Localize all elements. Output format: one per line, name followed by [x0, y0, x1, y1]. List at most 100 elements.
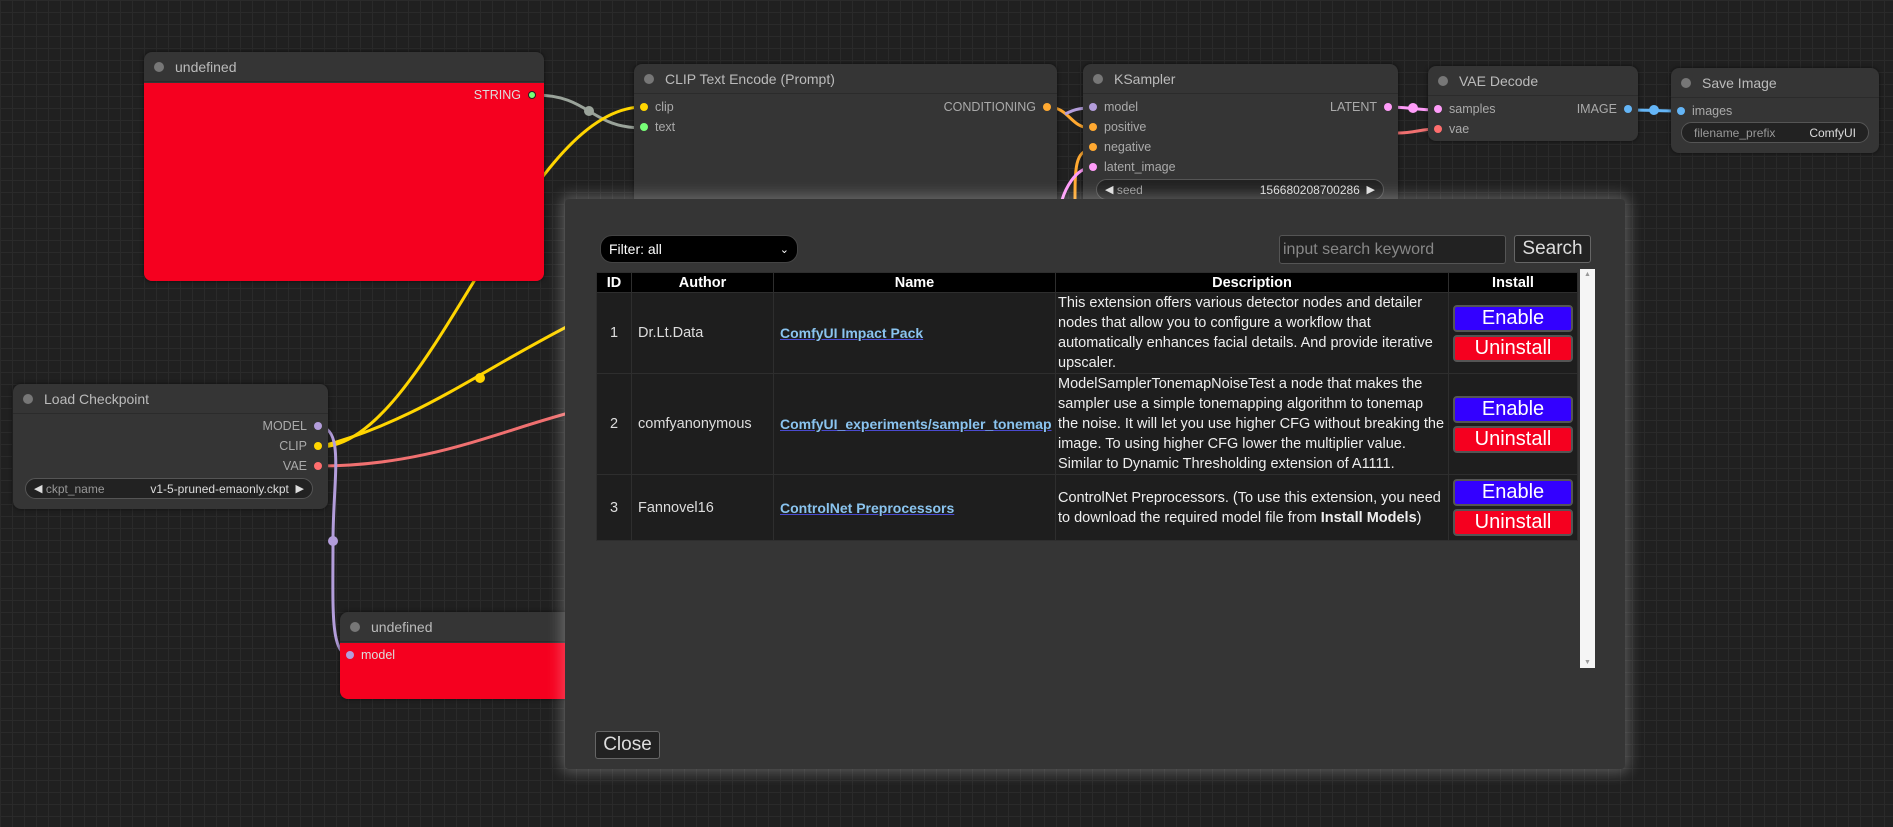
table-scrollbar[interactable]: ▲ ▼	[1580, 269, 1595, 668]
decrement-arrow-icon[interactable]: ◀	[34, 483, 43, 495]
input-model[interactable]: model	[346, 648, 395, 662]
widget-value: 156680208700286	[1259, 182, 1360, 197]
node-header: undefined	[340, 612, 600, 642]
ckpt-name-widget[interactable]: ◀ ckpt_name v1-5-pruned-emaonly.ckpt ▶	[25, 478, 313, 499]
output-string[interactable]: STRING	[474, 88, 536, 102]
filter-select[interactable]: Filter: all ⌄	[600, 235, 798, 263]
input-latent-image[interactable]: latent_image	[1089, 160, 1176, 174]
collapse-dot-icon[interactable]	[644, 73, 654, 84]
input-model[interactable]: model	[1089, 100, 1138, 114]
input-text[interactable]: text	[640, 120, 675, 134]
slot-dot-icon[interactable]	[528, 91, 536, 99]
widget-label: ckpt_name	[45, 481, 105, 496]
slot-dot-icon[interactable]	[314, 462, 322, 470]
filter-value: Filter: all	[609, 241, 662, 257]
output-vae[interactable]: VAE	[283, 459, 322, 473]
node-undefined-bottom[interactable]: undefined model	[340, 612, 600, 699]
node-title: Save Image	[1702, 74, 1777, 91]
close-button[interactable]: Close	[595, 731, 660, 759]
node-vae-decode[interactable]: VAE Decode samples vae IMAGE	[1428, 66, 1638, 141]
output-model[interactable]: MODEL	[263, 419, 322, 433]
output-latent[interactable]: LATENT	[1330, 100, 1392, 114]
slot-label: LATENT	[1330, 100, 1377, 114]
output-conditioning[interactable]: CONDITIONING	[944, 100, 1051, 114]
slot-dot-icon[interactable]	[1384, 103, 1392, 111]
input-positive[interactable]: positive	[1089, 120, 1146, 134]
slot-dot-icon[interactable]	[1434, 125, 1442, 133]
node-header: undefined	[144, 52, 544, 82]
input-images[interactable]: images	[1677, 104, 1732, 118]
slot-dot-icon[interactable]	[1043, 103, 1051, 111]
widget-value: v1-5-pruned-emaonly.ckpt	[150, 481, 289, 496]
filename-prefix-widget[interactable]: filename_prefix ComfyUI	[1681, 122, 1869, 143]
cell-description: ControlNet Preprocessors. (To use this e…	[1056, 475, 1448, 540]
input-clip[interactable]: clip	[640, 100, 674, 114]
seed-widget[interactable]: ◀ seed 156680208700286 ▶	[1096, 179, 1384, 200]
enable-button[interactable]: Enable	[1453, 479, 1573, 506]
node-title: Load Checkpoint	[44, 390, 150, 407]
column-header-id: ID	[597, 273, 631, 292]
slot-label: VAE	[282, 459, 307, 473]
slot-label: model	[1104, 100, 1139, 114]
collapse-dot-icon[interactable]	[1093, 73, 1103, 84]
extensions-table: ID Author Name Description Install 1 Dr.…	[596, 272, 1578, 541]
increment-arrow-icon[interactable]: ▶	[1366, 184, 1375, 196]
chevron-down-icon: ⌄	[779, 243, 789, 256]
node-save-image[interactable]: Save Image images filename_prefix ComfyUI	[1671, 68, 1879, 153]
collapse-dot-icon[interactable]	[350, 621, 360, 632]
node-title: undefined	[371, 618, 433, 635]
slot-dot-icon[interactable]	[1089, 123, 1097, 131]
increment-arrow-icon[interactable]: ▶	[295, 483, 304, 495]
slot-dot-icon[interactable]	[1677, 107, 1685, 115]
cell-description: ModelSamplerTonemapNoiseTest a node that…	[1056, 374, 1448, 474]
slot-dot-icon[interactable]	[314, 442, 322, 450]
extension-link[interactable]: ComfyUI Impact Pack	[774, 293, 1055, 373]
enable-button[interactable]: Enable	[1453, 304, 1573, 332]
slot-label: text	[655, 120, 676, 134]
slot-dot-icon[interactable]	[1089, 103, 1097, 111]
slot-dot-icon[interactable]	[1624, 105, 1632, 113]
search-button[interactable]: Search	[1514, 235, 1591, 263]
enable-button[interactable]: Enable	[1453, 395, 1573, 423]
slot-label: STRING	[473, 88, 521, 102]
link-midpoint	[475, 373, 485, 383]
scroll-down-icon[interactable]: ▼	[1584, 659, 1591, 666]
collapse-dot-icon[interactable]	[1681, 77, 1691, 88]
node-load-checkpoint[interactable]: Load Checkpoint MODEL CLIP VAE ◀ ckpt_na…	[13, 384, 328, 509]
input-samples[interactable]: samples	[1434, 102, 1496, 116]
widget-value: ComfyUI	[1809, 125, 1856, 140]
link-clip-2	[318, 318, 581, 449]
slot-label: MODEL	[262, 419, 307, 433]
collapse-dot-icon[interactable]	[1438, 75, 1448, 86]
output-clip[interactable]: CLIP	[279, 439, 322, 453]
input-vae[interactable]: vae	[1434, 122, 1469, 136]
slot-dot-icon[interactable]	[640, 123, 648, 131]
collapse-dot-icon[interactable]	[154, 61, 164, 72]
slot-dot-icon[interactable]	[1089, 143, 1097, 151]
uninstall-button[interactable]: Uninstall	[1453, 509, 1573, 536]
description-text: )	[1416, 509, 1422, 526]
table-row: 2 comfyanonymous ComfyUI_experiments/sam…	[597, 374, 1577, 474]
slot-dot-icon[interactable]	[314, 422, 322, 430]
search-input[interactable]: input search keyword	[1279, 235, 1506, 264]
uninstall-button[interactable]: Uninstall	[1453, 334, 1573, 362]
decrement-arrow-icon[interactable]: ◀	[1105, 184, 1114, 196]
extension-link[interactable]: ControlNet Preprocessors	[774, 475, 1055, 540]
slot-dot-icon[interactable]	[346, 651, 354, 659]
slot-dot-icon[interactable]	[1089, 163, 1097, 171]
extension-link[interactable]: ComfyUI_experiments/sampler_tonemap	[774, 374, 1055, 474]
collapse-dot-icon[interactable]	[23, 393, 33, 404]
slot-dot-icon[interactable]	[640, 103, 648, 111]
slot-label: vae	[1449, 122, 1470, 136]
input-negative[interactable]: negative	[1089, 140, 1151, 154]
error-body	[144, 83, 544, 281]
output-image[interactable]: IMAGE	[1577, 102, 1632, 116]
slot-label: positive	[1104, 120, 1147, 134]
slot-dot-icon[interactable]	[1434, 105, 1442, 113]
node-title: undefined	[175, 58, 237, 75]
cell-id: 3	[597, 475, 631, 540]
node-undefined-top[interactable]: undefined STRING	[144, 52, 544, 281]
scroll-up-icon[interactable]: ▲	[1584, 271, 1591, 278]
cell-author: Fannovel16	[632, 475, 773, 540]
uninstall-button[interactable]: Uninstall	[1453, 425, 1573, 453]
